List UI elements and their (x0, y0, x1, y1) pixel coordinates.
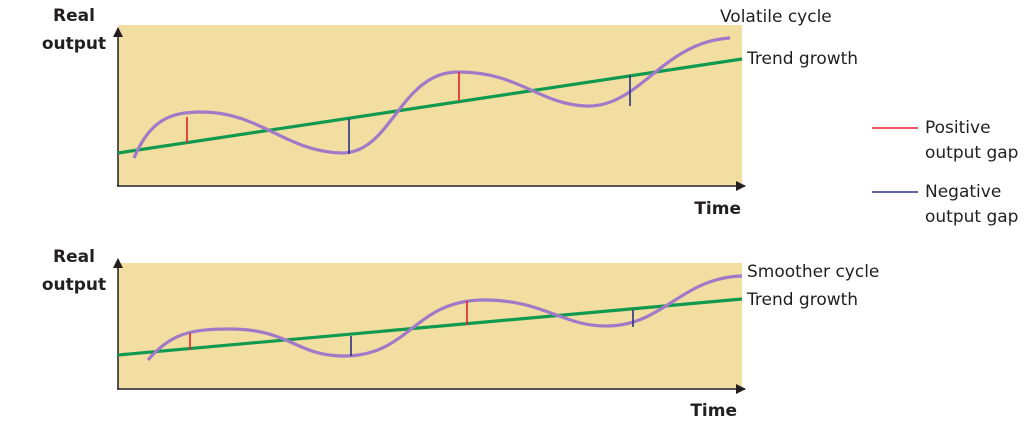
top-chart-xlabel: Time (694, 199, 741, 219)
top-chart-trend-label: Trend growth (746, 49, 858, 69)
bottom-chart-cycle-label: Smoother cycle (747, 262, 879, 282)
bottom-chart-ylabel-line2: output (42, 275, 106, 295)
top-chart-volatile-cycle (132, 36, 731, 159)
legend-positive-label-line2: output gap (925, 143, 1018, 163)
legend-positive-label-line1: Positive (925, 118, 991, 138)
top-chart-cycle-label: Volatile cycle (720, 7, 832, 27)
top-chart: Real output Time Volatile cycle Trend gr… (42, 6, 858, 219)
bottom-chart-ylabel-line1: Real (53, 247, 95, 267)
bottom-chart-trend-label: Trend growth (746, 290, 858, 310)
bottom-chart-smoother-cycle (146, 274, 743, 362)
bottom-chart-xlabel: Time (690, 401, 737, 421)
legend-negative-label-line2: output gap (925, 207, 1018, 227)
legend: Positive output gap Negative output gap (872, 118, 1018, 227)
top-chart-ylabel-line2: output (42, 34, 106, 54)
top-chart-trend-line (117, 57, 743, 155)
bottom-chart: Real output Time Smoother cycle Trend gr… (42, 247, 880, 421)
bottom-chart-trend-line (117, 297, 743, 357)
top-chart-ylabel-line1: Real (53, 6, 95, 26)
legend-negative-label-line1: Negative (925, 182, 1001, 202)
